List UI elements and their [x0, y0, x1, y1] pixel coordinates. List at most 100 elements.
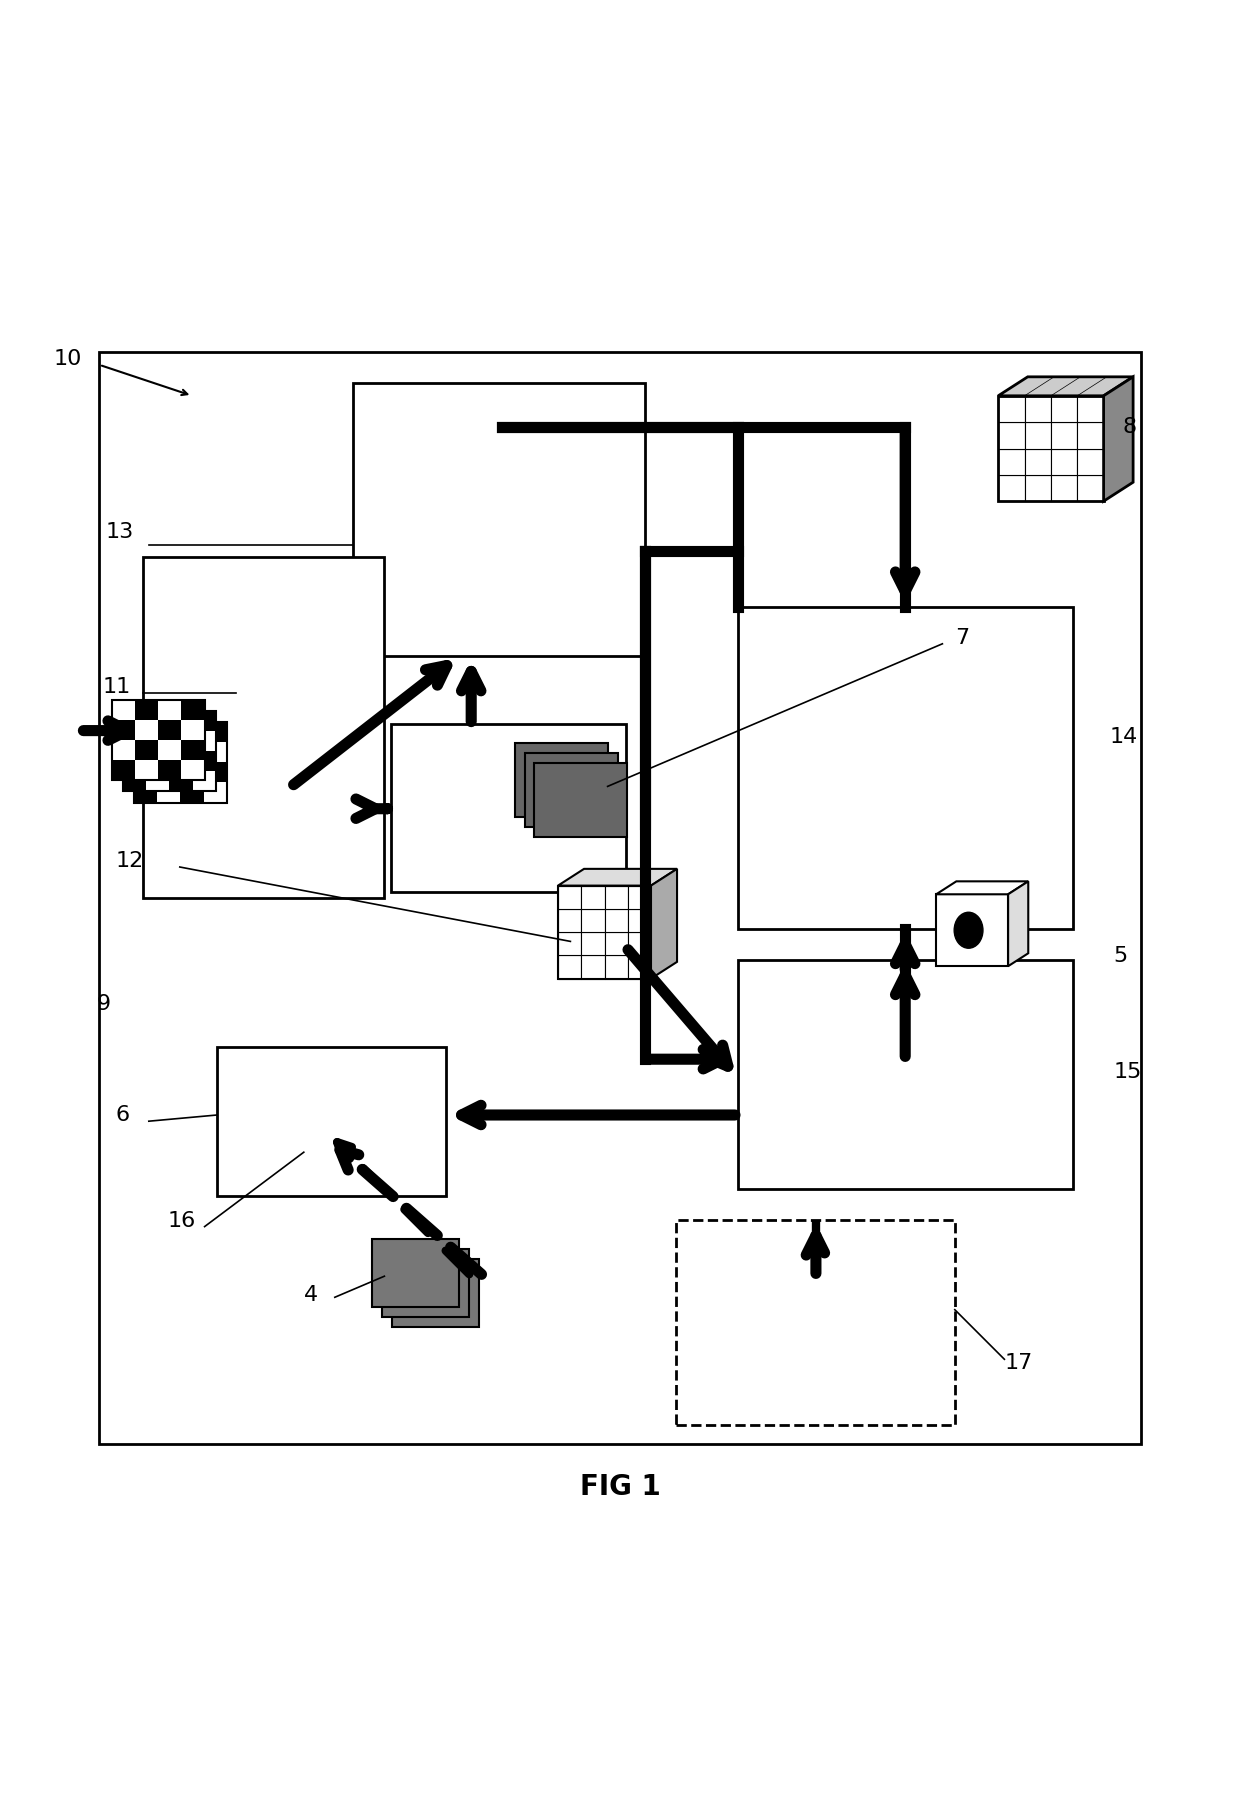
Bar	[738, 607, 1073, 929]
Bar	[169, 711, 192, 731]
Bar	[936, 894, 1008, 966]
Bar	[143, 557, 384, 898]
Polygon shape	[651, 869, 677, 979]
Bar	[123, 751, 146, 770]
Bar	[157, 742, 181, 762]
Text: 13: 13	[105, 523, 134, 542]
Bar	[192, 711, 216, 731]
Polygon shape	[936, 882, 1028, 894]
Bar	[582, 932, 605, 955]
Bar	[157, 762, 181, 783]
Bar	[582, 885, 605, 909]
Bar	[998, 395, 1104, 501]
Bar	[998, 422, 1024, 449]
Bar	[1052, 449, 1078, 474]
Bar	[123, 770, 146, 792]
Bar	[1024, 474, 1050, 501]
Bar	[181, 742, 203, 762]
Bar	[134, 722, 157, 742]
Bar	[998, 395, 1024, 422]
Bar	[525, 753, 618, 828]
Text: 15: 15	[1114, 1061, 1142, 1081]
Bar	[534, 763, 627, 837]
Bar	[159, 700, 181, 720]
Bar	[558, 885, 582, 909]
Polygon shape	[1104, 377, 1133, 501]
Bar	[1078, 395, 1104, 422]
Bar	[605, 885, 627, 909]
Bar	[135, 700, 159, 720]
Text: 17: 17	[1004, 1352, 1033, 1374]
Bar	[382, 1248, 469, 1316]
Text: 6: 6	[115, 1105, 129, 1126]
Bar	[112, 700, 135, 720]
Text: 5: 5	[1114, 946, 1127, 966]
Bar	[627, 909, 651, 932]
Bar	[123, 711, 216, 792]
Bar	[134, 762, 157, 783]
Bar	[134, 783, 157, 803]
Bar	[1078, 474, 1104, 501]
Bar	[135, 720, 159, 740]
Bar	[181, 700, 205, 720]
Bar	[998, 449, 1024, 474]
Text: 4: 4	[304, 1284, 317, 1306]
Bar	[1024, 395, 1050, 422]
Text: 9: 9	[97, 993, 110, 1013]
Text: 8: 8	[1122, 417, 1136, 436]
Bar	[112, 700, 205, 779]
Bar	[582, 955, 605, 979]
Bar	[605, 932, 627, 955]
Bar	[738, 961, 1073, 1189]
Bar	[203, 742, 227, 762]
Bar	[112, 720, 135, 740]
Bar	[134, 742, 157, 762]
Bar	[192, 751, 216, 770]
Bar	[627, 932, 651, 955]
Bar	[134, 722, 227, 803]
Bar	[558, 955, 582, 979]
Bar	[181, 783, 203, 803]
Bar	[353, 383, 645, 656]
Bar	[159, 720, 181, 740]
Bar	[676, 1221, 955, 1424]
Bar	[391, 724, 626, 893]
Bar	[123, 711, 146, 731]
Bar	[159, 760, 181, 779]
Bar	[217, 1047, 446, 1196]
Bar	[558, 932, 582, 955]
Bar	[192, 770, 216, 792]
Bar	[1024, 422, 1050, 449]
Text: 7: 7	[955, 629, 968, 648]
Bar	[515, 744, 608, 817]
Text: 12: 12	[115, 851, 144, 871]
Bar	[998, 474, 1024, 501]
Bar	[627, 885, 651, 909]
Polygon shape	[558, 869, 677, 885]
Bar	[192, 731, 216, 751]
Bar	[372, 1239, 459, 1307]
Bar	[605, 955, 627, 979]
Bar	[1052, 395, 1078, 422]
Bar	[169, 770, 192, 792]
Bar	[135, 760, 159, 779]
Polygon shape	[1008, 882, 1028, 966]
Bar	[558, 909, 582, 932]
Bar	[1052, 422, 1078, 449]
Bar	[123, 731, 146, 751]
Bar	[181, 720, 205, 740]
Bar	[112, 740, 135, 760]
Bar	[1078, 449, 1104, 474]
Text: 11: 11	[103, 677, 131, 697]
Bar	[203, 722, 227, 742]
Bar	[605, 909, 627, 932]
Bar	[392, 1259, 479, 1327]
Bar	[558, 885, 651, 979]
Bar	[112, 760, 135, 779]
Bar	[146, 731, 169, 751]
Bar	[181, 722, 203, 742]
Bar	[135, 740, 159, 760]
Bar	[627, 955, 651, 979]
FancyBboxPatch shape	[99, 352, 1141, 1444]
Bar	[159, 740, 181, 760]
